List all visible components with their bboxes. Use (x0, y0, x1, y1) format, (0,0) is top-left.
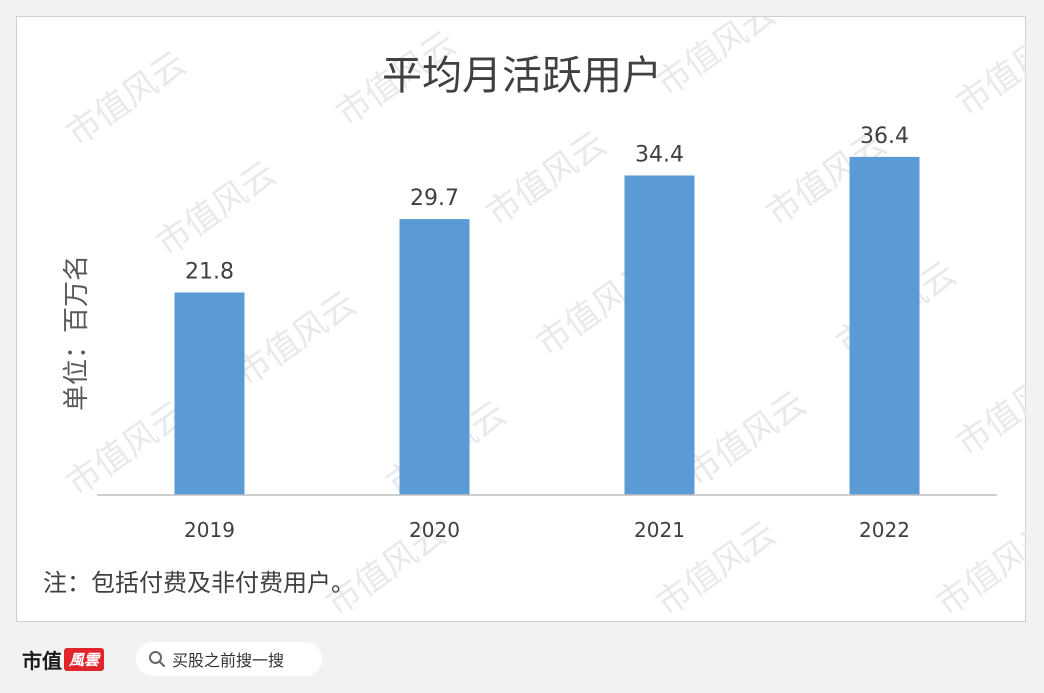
bar-2019 (174, 292, 245, 495)
watermark-text: 市值风云 (59, 44, 193, 155)
logo-badge: 風雲 (64, 647, 105, 671)
search-icon (149, 651, 165, 667)
data-label-2020: 29.7 (410, 186, 459, 211)
data-label-2021: 34.4 (635, 142, 684, 167)
y-axis-label: 单位：百万名 (62, 255, 92, 411)
bar-2021 (624, 175, 695, 495)
search-text: 买股之前搜一搜 (172, 651, 285, 670)
footer-bar: 市值 風雲 买股之前搜一搜 (0, 622, 1044, 693)
search-button[interactable]: 买股之前搜一搜 (136, 642, 322, 676)
chart-note: 注：包括付费及非付费用户。 (43, 569, 355, 597)
chart-card: 市值风云 市值风云 市值风云 市值风云 市值风云 市值风云 市值风云 市值风云 市值风云 市值风云… (16, 16, 1027, 623)
x-tick-2020: 2020 (409, 518, 460, 542)
chart-title: 平均月活跃用户 (382, 53, 662, 99)
watermark-text: 市值风云 (929, 514, 1027, 623)
brand-logo[interactable]: 市值 風雲 (22, 646, 105, 673)
watermark-text: 市值风云 (649, 17, 783, 104)
watermark-text: 市值风云 (949, 354, 1027, 465)
watermark-text: 市值风云 (949, 17, 1027, 124)
watermark-text: 市值风云 (149, 154, 283, 265)
x-tick-2019: 2019 (184, 518, 235, 542)
x-tick-2021: 2021 (634, 518, 685, 542)
data-label-2022: 36.4 (860, 124, 909, 149)
data-label-2019: 21.8 (185, 260, 234, 285)
x-tick-labels: 2019 2020 2021 2022 (184, 518, 910, 542)
bar-2020 (399, 219, 470, 495)
bars-group: 21.8 29.7 34.4 36.4 (174, 124, 920, 495)
logo-text: 市值 (22, 648, 62, 673)
x-tick-2022: 2022 (859, 518, 910, 542)
watermark-text: 市值风云 (479, 124, 613, 235)
bar-2022 (849, 156, 920, 495)
watermark-text: 市值风云 (679, 384, 813, 495)
watermark-text: 市值风云 (229, 284, 363, 395)
